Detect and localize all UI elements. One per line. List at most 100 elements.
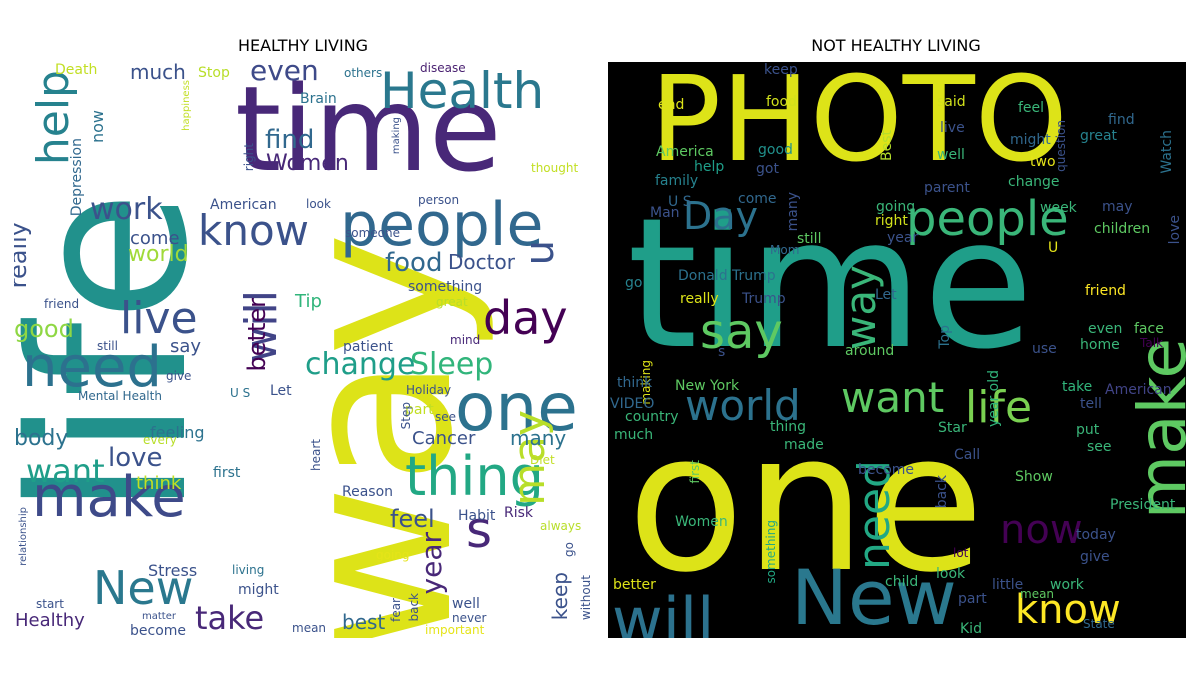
right-word-mean: mean [1020, 587, 1055, 601]
right-word-mom: Mom [770, 243, 800, 257]
left-word-happiness: happiness [181, 80, 192, 131]
right-word-see: see [1087, 439, 1112, 455]
left-word-american: American [210, 197, 277, 213]
left-word-become: become [130, 623, 187, 638]
right-word-children: children [1094, 221, 1151, 237]
left-word-change: change [305, 347, 416, 382]
left-word-still: still [97, 339, 118, 353]
right-word-think: think [617, 375, 653, 391]
left-word-diet: Diet [530, 453, 555, 467]
right-word-help: help [694, 159, 725, 175]
right-word-feel: feel [1018, 100, 1045, 116]
left-word-step: Step [399, 402, 413, 430]
left-word-see: see [435, 410, 457, 424]
not-healthy-living-wordcloud: PHOTO time one New will make people say Day way wa… [608, 62, 1186, 638]
right-word-become: become [858, 462, 915, 478]
left-word-tip: Tip [295, 291, 322, 312]
right-word-know: know [1015, 587, 1121, 633]
left-word-food: food [385, 248, 443, 278]
right-word-go: go [625, 275, 643, 291]
right-word-women: Women [675, 514, 728, 530]
right-word-end: end [658, 97, 685, 113]
right-word-something: something [764, 520, 778, 584]
right-word-photo: PHOTO [650, 62, 1068, 188]
right-word-kid: Kid [960, 621, 982, 637]
healthy-living-wordcloud: life time way people Health know need make one th… [14, 62, 591, 638]
left-word-fear: fear [389, 598, 403, 622]
left-word-depression: Depression [69, 138, 85, 217]
left-word-even: even [250, 62, 319, 87]
right-word-family: family [655, 173, 699, 189]
right-word-great: great [1080, 128, 1118, 144]
right-word-today: today [1076, 527, 1116, 543]
left-word-think: think [136, 473, 182, 494]
left-word-making: making [391, 117, 402, 155]
left-word-come: come [130, 228, 180, 249]
right-word-first: first [688, 460, 702, 484]
left-word-first: first [213, 465, 241, 481]
right-word-may: may [1102, 199, 1133, 215]
left-word-let: Let [270, 383, 292, 399]
left-word-mean: mean [292, 621, 327, 635]
right-word-use: use [1032, 341, 1057, 357]
right-word-give: give [1080, 549, 1110, 565]
left-word-right: right [242, 143, 256, 172]
right-word-keep: keep [764, 62, 798, 78]
left-word-start: start [36, 597, 64, 611]
left-word-say: say [170, 336, 202, 357]
left-word-risk: Risk [504, 505, 534, 521]
left-word-thought: thought [531, 161, 579, 175]
right-word-home: home [1080, 337, 1120, 353]
left-word-look: look [306, 197, 331, 211]
left-word-much: much [130, 62, 186, 84]
right-word-one: one [627, 392, 985, 615]
left-word-patient: patient [343, 339, 393, 355]
right-word-come: come [738, 191, 777, 207]
left-word-mind: mind [450, 333, 481, 347]
right-word-love: love [1167, 215, 1183, 245]
right-word-now: now [1000, 507, 1083, 553]
left-word-brain: Brain [300, 91, 337, 107]
right-word-much: much [614, 427, 654, 443]
right-word-parent: parent [924, 180, 970, 196]
left-word-find: find [265, 125, 315, 155]
right-word-really: really [680, 291, 719, 307]
left-word-important: important [425, 623, 485, 637]
right-word-even: even [1088, 321, 1123, 337]
right-word-star: Star [938, 420, 967, 436]
right-word-well: well [937, 147, 965, 163]
right-word-people: people [906, 191, 1069, 247]
left-word-always: always [540, 519, 582, 533]
left-word-keep: keep [548, 572, 572, 621]
right-word-find: find [1108, 112, 1135, 128]
left-word-go: go [562, 542, 576, 557]
right-word-said: said [937, 94, 966, 110]
right-word-watch: Watch [1159, 130, 1175, 174]
right-word-look: look [936, 566, 966, 582]
left-word-u: u [517, 240, 563, 266]
right-word-still: still [797, 231, 822, 247]
left-word-matter: matter [142, 611, 176, 622]
left-word-sleep: Sleep [410, 347, 494, 382]
left-word-u-s: U S [230, 386, 251, 400]
left-word-s: s [466, 501, 493, 559]
left-word-death: Death [55, 62, 98, 78]
right-word-child: child [885, 574, 919, 590]
right-word-year-old: year old [986, 370, 1002, 428]
left-word-stress: Stress [148, 561, 198, 580]
left-word-know: know [198, 206, 309, 255]
left-word-take: take [195, 599, 265, 637]
right-word-make: make [1124, 338, 1186, 520]
left-word-one: one [455, 369, 578, 446]
left-word-many: many [510, 426, 567, 450]
left-word-living: living [232, 563, 265, 577]
left-word-now: now [88, 110, 107, 144]
right-word-work: work [1050, 577, 1084, 593]
right-word-might: might [1010, 132, 1051, 148]
left-word-make: make [32, 465, 186, 530]
right-word-u: U [1048, 240, 1059, 256]
left-word-well: well [452, 596, 480, 612]
left-word-disease: disease [420, 62, 466, 75]
left-word-friend: friend [44, 297, 80, 311]
